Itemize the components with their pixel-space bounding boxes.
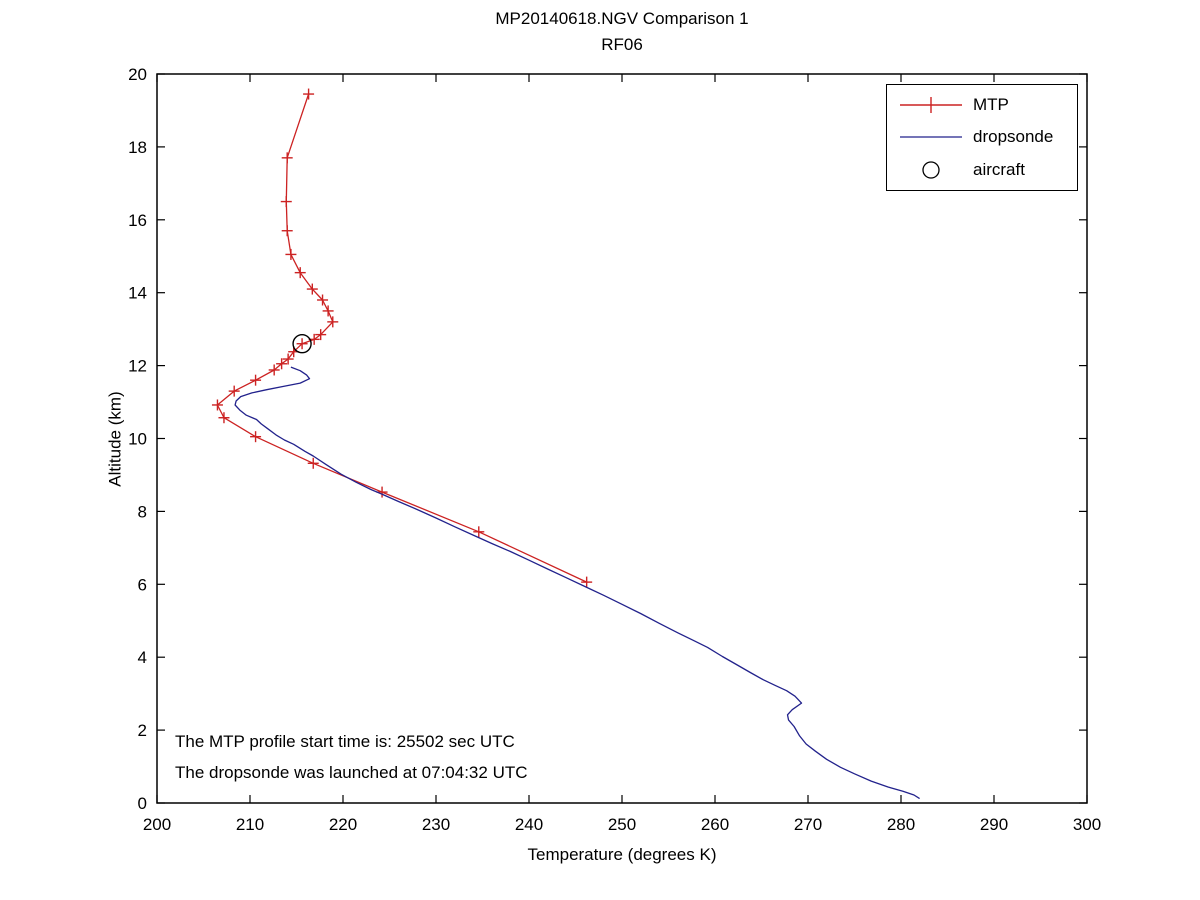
svg-text:270: 270 [794, 815, 822, 834]
y-axis-label-wrap: Altitude (km) [56, 74, 176, 803]
annotation-dropsonde-launch: The dropsonde was launched at 07:04:32 U… [175, 763, 528, 782]
svg-text:2: 2 [138, 721, 147, 740]
legend-label-dropsonde: dropsonde [973, 127, 1054, 147]
legend: MTP dropsonde aircraft [886, 84, 1078, 191]
svg-text:230: 230 [422, 815, 450, 834]
y-axis-label: Altitude (km) [105, 390, 125, 487]
svg-text:260: 260 [701, 815, 729, 834]
legend-label-aircraft: aircraft [973, 159, 1025, 179]
svg-text:18: 18 [128, 138, 147, 157]
svg-text:6: 6 [138, 575, 147, 594]
x-axis-label: Temperature (degrees K) [527, 845, 717, 864]
svg-text:210: 210 [236, 815, 264, 834]
svg-text:240: 240 [515, 815, 543, 834]
svg-text:14: 14 [128, 284, 147, 303]
svg-text:16: 16 [128, 211, 147, 230]
aircraft-circle-icon [922, 161, 940, 179]
chart-title: MP20140618.NGV Comparison 1 [495, 9, 749, 28]
svg-text:300: 300 [1073, 815, 1101, 834]
svg-text:0: 0 [138, 794, 147, 813]
mtp-line-plus-icon [900, 97, 962, 114]
chart-subtitle: RF06 [601, 35, 643, 54]
legend-row-dropsonde: dropsonde [899, 127, 1077, 147]
svg-text:12: 12 [128, 357, 147, 376]
chart-title-block: MP20140618.NGV Comparison 1 RF06 [157, 6, 1087, 58]
svg-text:250: 250 [608, 815, 636, 834]
legend-label-mtp: MTP [973, 95, 1009, 115]
svg-text:280: 280 [887, 815, 915, 834]
annotation-block: The MTP profile start time is: 25502 sec… [175, 726, 528, 788]
dropsonde-line-icon [900, 136, 962, 139]
svg-text:220: 220 [329, 815, 357, 834]
svg-text:10: 10 [128, 430, 147, 449]
svg-text:290: 290 [980, 815, 1008, 834]
legend-row-mtp: MTP [899, 95, 1077, 115]
legend-row-aircraft: aircraft [899, 160, 1077, 180]
annotation-mtp-start-time: The MTP profile start time is: 25502 sec… [175, 732, 515, 751]
svg-text:20: 20 [128, 65, 147, 84]
svg-text:8: 8 [138, 502, 147, 521]
svg-text:4: 4 [138, 648, 147, 667]
svg-text:200: 200 [143, 815, 171, 834]
